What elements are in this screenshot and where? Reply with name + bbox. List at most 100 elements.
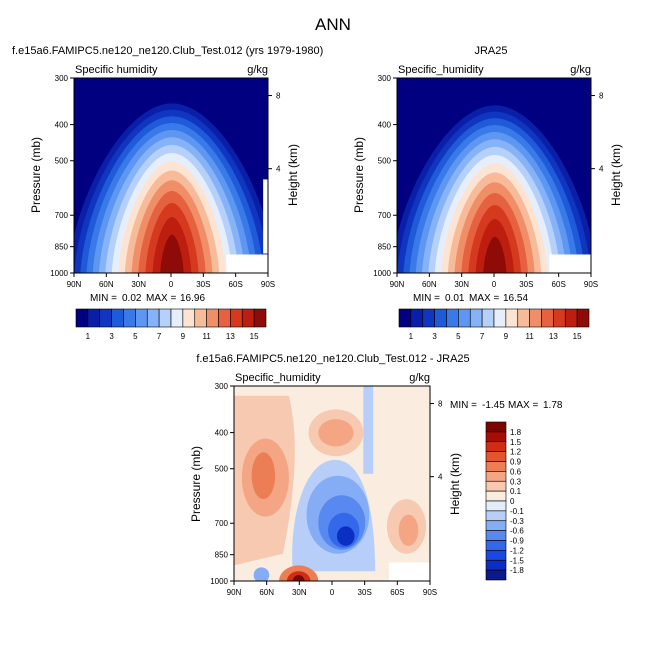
panel-diff-axes: 90N 60N 30N 0 30S 60S 90S 300 400 500 700 850 1000 8 4 <box>210 382 443 597</box>
colorbar-swatch <box>206 308 219 328</box>
missing-data-mask <box>549 254 591 273</box>
missing-data-mask <box>263 179 268 254</box>
colorbar-swatch <box>485 530 507 541</box>
colorbar-swatch <box>485 421 507 433</box>
colorbar-swatch <box>576 308 590 328</box>
panel-model-ylabel: Pressure (mb) <box>29 137 43 213</box>
colorbar-label: 13 <box>226 332 235 341</box>
panel-diff-max-value: 1.78 <box>543 400 563 411</box>
contour-band <box>483 236 507 273</box>
x-tick-label: 60N <box>99 280 114 289</box>
colorbar-label: -1.8 <box>510 566 524 575</box>
colorbar-label: -1.5 <box>510 556 524 565</box>
panel-model-max-value: 16.96 <box>180 293 205 304</box>
y-tick-label: 400 <box>215 429 229 438</box>
colorbar-label: -0.3 <box>510 517 524 526</box>
colorbar-swatch <box>485 550 507 561</box>
x-tick-label: 30S <box>196 280 210 289</box>
x-tick-label: 60S <box>390 588 404 597</box>
colorbar-swatch <box>218 308 231 328</box>
colorbar-swatch <box>505 308 519 328</box>
colorbar-swatch <box>541 308 554 328</box>
panel-model-axes: 90N 60N 30N 0 30S 60S 90S 300 400 500 700 850 1000 8 4 <box>50 74 281 289</box>
colorbar-label: 1 <box>86 332 91 341</box>
colorbar-swatch <box>517 308 530 328</box>
colorbar-label: 5 <box>133 332 138 341</box>
colorbar-swatch <box>410 308 424 328</box>
panel-obs-ylabel: Pressure (mb) <box>352 137 366 213</box>
colorbar-label: 0.9 <box>510 458 522 467</box>
colorbar-swatch <box>446 308 459 328</box>
panel-obs-field <box>397 78 591 273</box>
colorbar-swatch <box>398 308 412 328</box>
colorbar-swatch <box>485 510 507 522</box>
panel-model-max-label: MAX = <box>146 293 176 304</box>
colorbar-swatch <box>146 308 160 328</box>
panel-obs-axes: 90N 60N 30N 0 30S 60S 90S 300 400 500 700 850 1000 8 4 <box>373 74 604 289</box>
colorbar-swatch <box>485 559 507 571</box>
colorbar-swatch <box>485 441 507 452</box>
x-tick-label: 0 <box>330 588 335 597</box>
colorbar-swatch <box>485 431 507 443</box>
y-tick-label: 1000 <box>50 269 68 278</box>
colorbar-swatch <box>481 308 495 328</box>
colorbar-label: 1.8 <box>510 428 522 437</box>
colorbar-swatch <box>194 308 207 328</box>
y-tick-label: 850 <box>215 551 229 560</box>
panel-obs: JRA25 Specific_humidity g/kg Pressure (m… <box>352 45 623 341</box>
diff-positive-region <box>318 419 354 447</box>
panel-model-ylabel-right: Height (km) <box>286 144 300 206</box>
panel-obs-min-value: 0.01 <box>445 293 465 304</box>
colorbar-label: 13 <box>549 332 558 341</box>
colorbar-swatch <box>135 308 148 328</box>
panel-obs-title: JRA25 <box>474 45 507 57</box>
colorbar-swatch <box>230 308 243 328</box>
x-tick-label: 60N <box>422 280 437 289</box>
diff-negative-region <box>253 567 270 581</box>
colorbar-swatch <box>553 308 566 328</box>
x-tick-label: 0 <box>492 280 497 289</box>
panel-model-min-label: MIN = <box>90 293 117 304</box>
y-right-tick-label: 4 <box>438 473 443 482</box>
colorbar-label: 7 <box>157 332 162 341</box>
x-tick-label: 30N <box>454 280 469 289</box>
colorbar-swatch <box>99 308 112 328</box>
colorbar-swatch <box>485 500 507 512</box>
colorbar-swatch <box>485 540 507 551</box>
panel-diff: f.e15a6.FAMIPC5.ne120_ne120.Club_Test.01… <box>189 353 563 597</box>
colorbar-label: 7 <box>480 332 485 341</box>
colorbar-swatch <box>485 569 507 581</box>
panel-obs-variable: Specific_humidity <box>398 64 484 76</box>
page-title: ANN <box>315 15 351 34</box>
panel-obs-max-label: MAX = <box>469 293 499 304</box>
x-tick-label: 0 <box>169 280 174 289</box>
missing-data-mask <box>388 562 430 581</box>
y-right-tick-label: 4 <box>276 165 281 174</box>
y-tick-label: 1000 <box>373 269 391 278</box>
panel-diff-variable: Specific_humidity <box>235 372 321 384</box>
colorbar-label: -1.2 <box>510 546 524 555</box>
panel-obs-colorbar: 1 3 5 7 9 11 13 15 <box>398 308 590 341</box>
colorbar-swatch <box>111 308 124 328</box>
x-tick-label: 30S <box>519 280 533 289</box>
x-tick-label: 60S <box>229 280 243 289</box>
panel-diff-field <box>234 386 430 581</box>
colorbar-label: 1.5 <box>510 438 522 447</box>
colorbar-swatch <box>458 308 471 328</box>
colorbar-swatch <box>469 308 483 328</box>
colorbar-swatch <box>485 451 507 462</box>
y-tick-label: 400 <box>378 121 392 130</box>
colorbar-swatch <box>75 308 89 328</box>
panel-obs-max-value: 16.54 <box>503 293 528 304</box>
y-tick-label: 850 <box>55 243 69 252</box>
missing-data-mask <box>226 254 268 273</box>
y-tick-label: 400 <box>55 121 69 130</box>
x-tick-label: 90N <box>227 588 242 597</box>
colorbar-label: 15 <box>250 332 259 341</box>
colorbar-label: -0.6 <box>510 527 524 536</box>
colorbar-label: 0.3 <box>510 477 522 486</box>
colorbar-label: 0 <box>510 497 515 506</box>
x-tick-label: 30N <box>131 280 146 289</box>
diff-negative-region <box>363 386 374 474</box>
